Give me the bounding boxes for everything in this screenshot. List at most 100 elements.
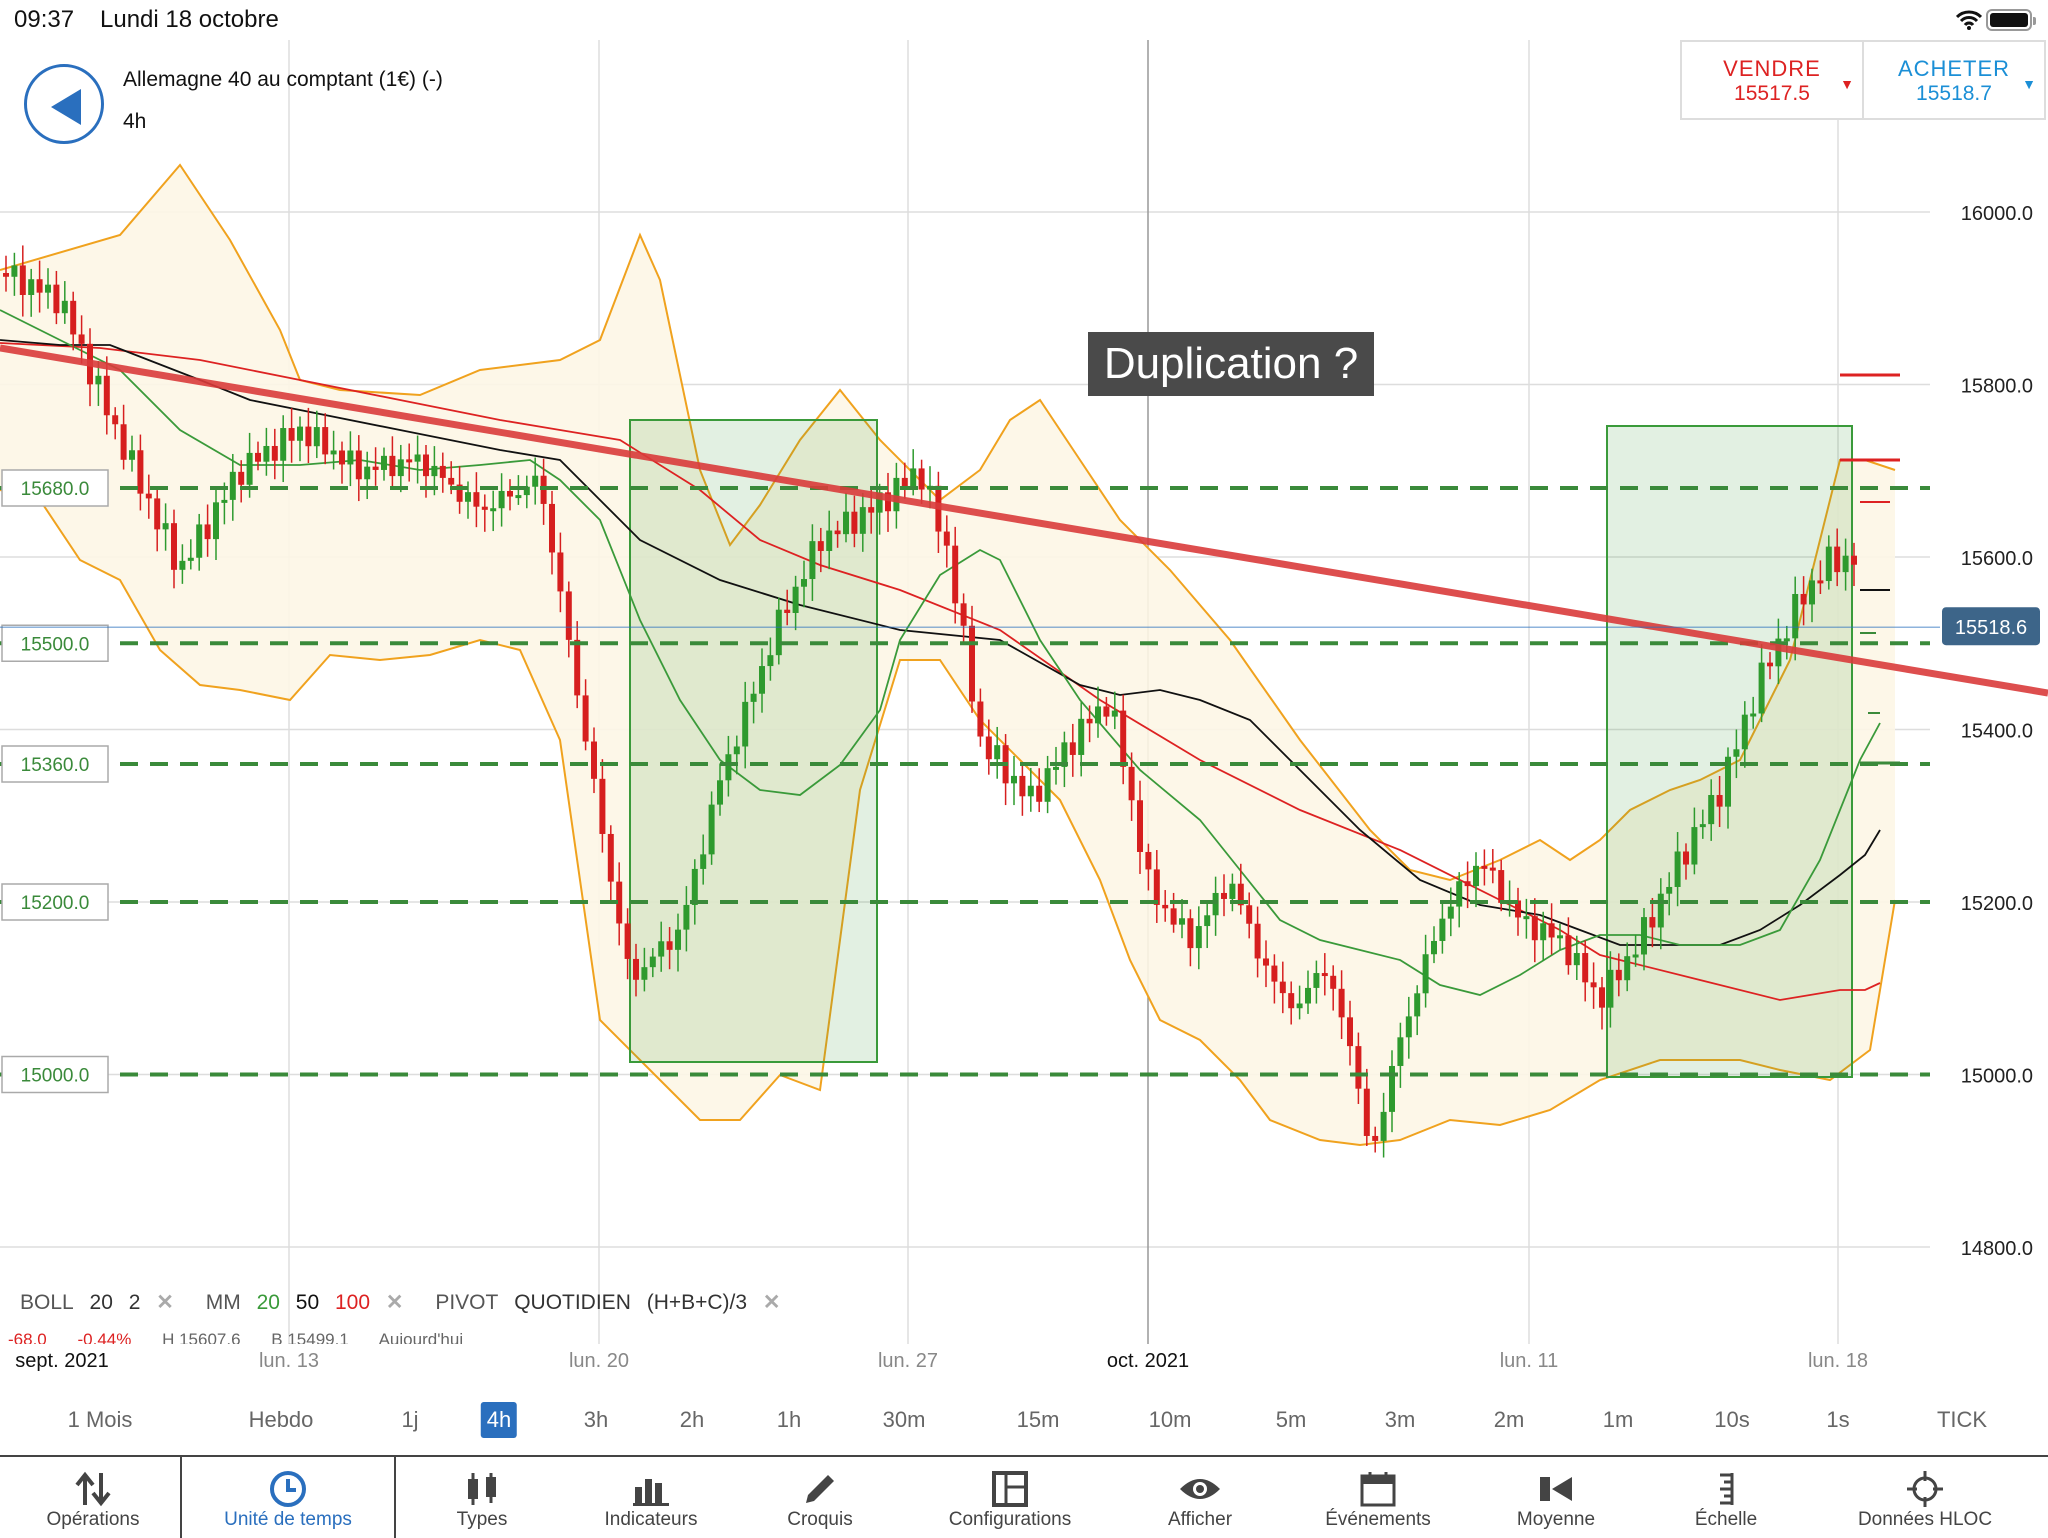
candle-body (1582, 953, 1589, 983)
highlight-zone (629, 419, 878, 1063)
candle-body (213, 502, 219, 540)
candle-body (1389, 1065, 1395, 1112)
candle-body (1330, 975, 1337, 989)
timeframe-1m[interactable]: 1m (1602, 1407, 1634, 1432)
level-label: 15680.0 (21, 479, 90, 500)
candle-body (1338, 988, 1345, 1018)
candle-body (1666, 886, 1673, 894)
candle-body (641, 967, 648, 980)
candle-body (347, 450, 354, 465)
candle-body (1355, 1046, 1362, 1089)
candle-body (3, 273, 9, 277)
level-label-box (1, 1055, 109, 1094)
candle-body (288, 428, 295, 441)
candle-body (1128, 766, 1135, 801)
candle-body (196, 524, 203, 558)
wifi-icon (1956, 10, 1982, 30)
timeframe-15m[interactable]: 15m (1016, 1407, 1060, 1432)
timeframe-3h[interactable]: 3h (583, 1407, 609, 1432)
timeframe-1s[interactable]: 1s (1826, 1407, 1850, 1432)
candle-body (1809, 580, 1815, 605)
candle-body (381, 455, 387, 470)
candle-body (1590, 982, 1597, 988)
tool-types[interactable]: Types (402, 1469, 562, 1531)
timeframe-30m[interactable]: 30m (882, 1407, 926, 1432)
candle-body (246, 452, 253, 485)
candle-body (1699, 824, 1706, 828)
candle-body (1531, 916, 1538, 941)
timeframe-1mois[interactable]: 1 Mois (67, 1407, 133, 1432)
sell-button[interactable]: VENDRE 15517.5 ▼ (1682, 42, 1862, 118)
moving-average-100 (0, 342, 1881, 1001)
tool-scale[interactable]: Échelle (1646, 1469, 1806, 1531)
timeframe-2m[interactable]: 2m (1493, 1407, 1525, 1432)
tool-events[interactable]: Événements (1298, 1469, 1458, 1531)
price-chart[interactable]: 15680.0 15500.0 15360.0 15200.0 15000.0 16000… (0, 40, 2048, 1348)
timeframe-4h[interactable]: 4h (480, 1402, 518, 1438)
candle-body (1456, 881, 1463, 907)
remove-boll-icon[interactable]: ✕ (156, 1291, 174, 1314)
candle-body (145, 493, 152, 499)
candle-body (1305, 987, 1311, 1004)
candle-body (549, 503, 555, 553)
tool-indicators[interactable]: Indicateurs (571, 1469, 731, 1531)
candle-body (1733, 749, 1740, 757)
candle-body (1414, 993, 1421, 1017)
candle-body (1674, 851, 1681, 887)
timeframe-10s[interactable]: 10s (1714, 1407, 1750, 1432)
timeframe-3m[interactable]: 3m (1384, 1407, 1416, 1432)
back-button[interactable] (24, 64, 104, 144)
tool-sketch[interactable]: Croquis (740, 1469, 900, 1531)
candle-body (439, 465, 446, 478)
operations-icon (75, 1471, 111, 1507)
ticker-change: -68.0 (8, 1330, 47, 1344)
tool-hloc-data[interactable]: Données HLOC (1845, 1469, 2005, 1531)
candle-body (229, 471, 236, 500)
candle-body (691, 868, 698, 905)
price-tick-label: 16000.0 (1961, 203, 2033, 225)
candle-body (414, 454, 421, 462)
candle-body (103, 375, 110, 416)
candle-body (582, 695, 589, 742)
boll-name[interactable]: BOLL (20, 1291, 74, 1314)
candle-body (742, 701, 749, 747)
tool-indicators-label: Indicateurs (604, 1509, 698, 1530)
tool-scale-label: Échelle (1694, 1509, 1758, 1530)
remove-mm-icon[interactable]: ✕ (385, 1291, 404, 1314)
tool-hloc-data-label: Données HLOC (1857, 1509, 1993, 1530)
candle-body (733, 746, 740, 755)
tool-display[interactable]: Afficher (1120, 1469, 1280, 1531)
timeframe-1h[interactable]: 1h (776, 1407, 802, 1432)
candle-body (1439, 918, 1446, 941)
candlestick-icon (468, 1473, 496, 1505)
candle-body (1019, 775, 1026, 797)
timeframe-hebdo[interactable]: Hebdo (248, 1407, 314, 1432)
level-label: 15200.0 (21, 893, 90, 914)
buy-dropdown-icon[interactable]: ▼ (2022, 76, 2036, 92)
timeframe-tick[interactable]: TICK (1936, 1407, 1988, 1432)
buy-button[interactable]: ACHETER 15518.7 ▼ (1862, 42, 2044, 118)
candle-body (1162, 904, 1169, 909)
candle-body (1053, 766, 1059, 770)
mm-name[interactable]: MM (205, 1291, 241, 1314)
tool-operations[interactable]: Opérations (13, 1469, 173, 1531)
tool-configurations[interactable]: Configurations (930, 1469, 1090, 1531)
instrument-name: Allemagne 40 au comptant (1€) (-) (123, 68, 443, 91)
level-label: 15000.0 (21, 1066, 90, 1087)
candle-body (1800, 593, 1807, 605)
candle-body (1834, 546, 1841, 573)
remove-pivot-icon[interactable]: ✕ (762, 1291, 781, 1314)
ticker-low: B 15499.1 (271, 1330, 349, 1344)
timeframe-2h[interactable]: 2h (679, 1407, 705, 1432)
sell-dropdown-icon[interactable]: ▼ (1840, 76, 1854, 92)
candle-body (1036, 785, 1043, 802)
timeframe-10m[interactable]: 10m (1148, 1407, 1192, 1432)
candle-body (767, 655, 774, 667)
buy-price: 15518.7 (1916, 82, 1992, 105)
pivot-name[interactable]: PIVOT (435, 1291, 499, 1314)
timeframe-5m[interactable]: 5m (1275, 1407, 1307, 1432)
tool-time-unit[interactable]: Unité de temps (208, 1469, 368, 1531)
timeframe-1j[interactable]: 1j (401, 1407, 419, 1432)
tool-average[interactable]: Moyenne (1476, 1469, 1636, 1531)
candle-body (1086, 718, 1093, 724)
